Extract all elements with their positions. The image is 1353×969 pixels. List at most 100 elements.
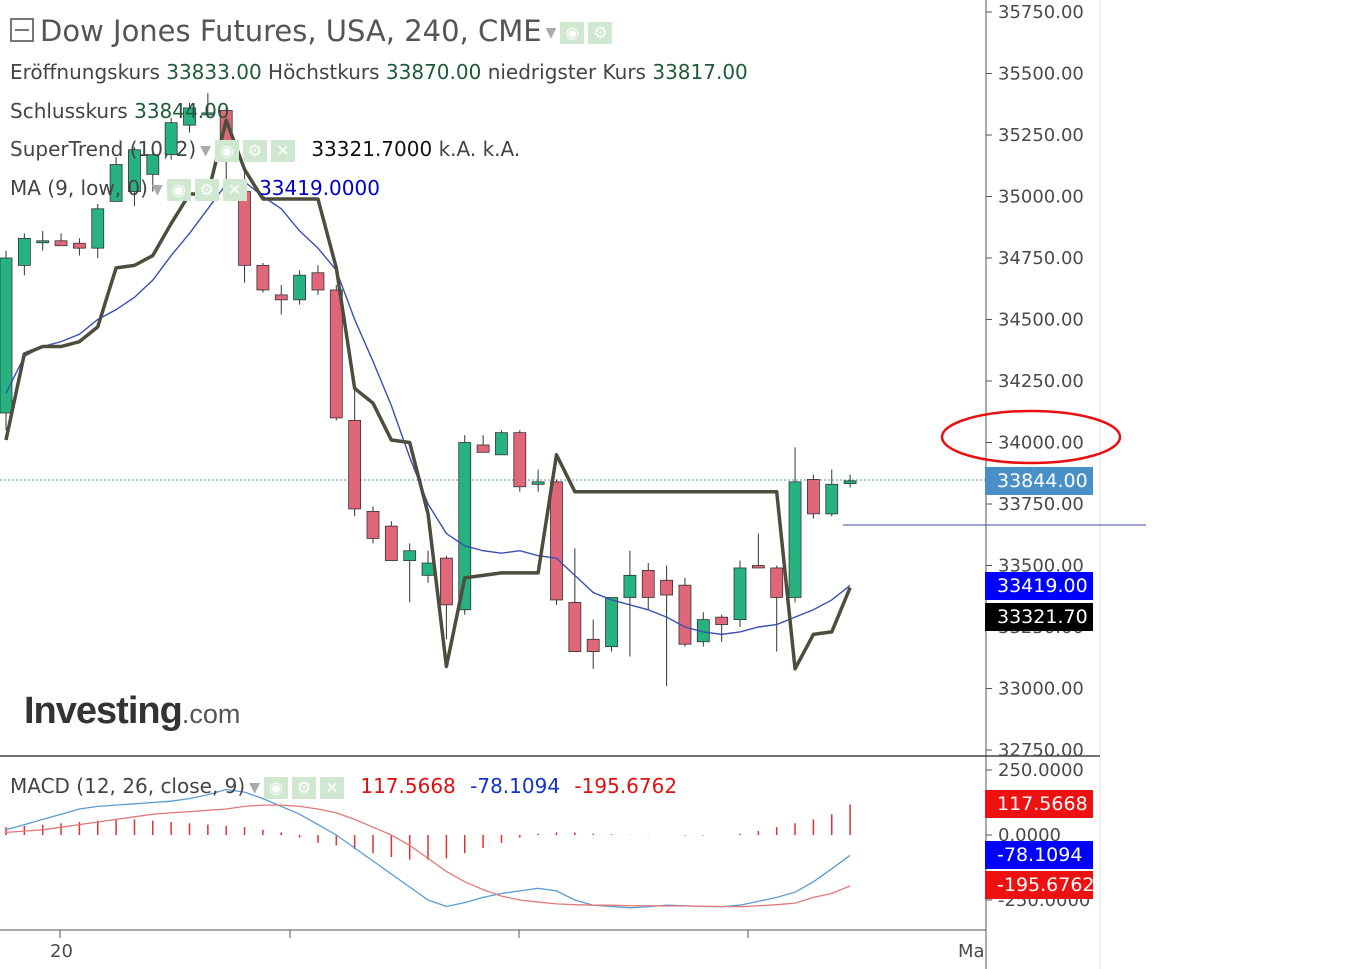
macd-hist-value: 117.5668: [360, 774, 456, 798]
candle-body: [348, 419, 362, 510]
candle[interactable]: [36, 230, 50, 251]
candle[interactable]: [476, 435, 490, 453]
candle[interactable]: [568, 548, 582, 653]
gear-icon[interactable]: ⚙: [242, 139, 267, 162]
close-icon[interactable]: ✕: [222, 178, 247, 201]
candle[interactable]: [366, 506, 380, 544]
candle-body: [54, 240, 68, 247]
candle-body: [73, 242, 86, 249]
candle[interactable]: [843, 474, 857, 488]
candle[interactable]: [293, 270, 307, 305]
candle[interactable]: [770, 565, 784, 652]
candle[interactable]: [329, 285, 343, 421]
visibility-icon[interactable]: ◉: [214, 139, 239, 162]
visibility-icon[interactable]: ◉: [166, 178, 191, 201]
ma-value: 33419.0000: [259, 176, 380, 200]
candle[interactable]: [348, 385, 362, 517]
y-tick-label: 34000.00: [998, 433, 1084, 454]
gear-icon[interactable]: ⚙: [588, 22, 613, 44]
candle[interactable]: [696, 612, 710, 647]
candle[interactable]: [678, 577, 692, 647]
candle-body: [825, 483, 839, 515]
ma-legend[interactable]: MA (9, low, 0) ▼ ◉ ⚙ ✕ 33419.0000: [10, 176, 380, 201]
candle-body: [146, 154, 160, 175]
candle-body: [17, 237, 31, 266]
candle[interactable]: [109, 157, 123, 202]
chevron-down-icon[interactable]: ▼: [151, 181, 163, 198]
candle[interactable]: [605, 597, 618, 652]
candle-body: [641, 570, 655, 598]
gear-icon[interactable]: ⚙: [291, 776, 316, 799]
y-tick-label: 35000.00: [998, 187, 1084, 208]
supertrend-legend[interactable]: SuperTrend (10, 2) ▼ ◉ ⚙ ✕ 33321.7000 k.A. k…: [10, 137, 520, 162]
gear-icon[interactable]: ⚙: [194, 178, 219, 201]
visibility-icon[interactable]: ◉: [263, 776, 288, 799]
candle[interactable]: [384, 521, 398, 561]
macd-signal-line[interactable]: [5, 804, 851, 908]
supertrend-line[interactable]: [4, 118, 852, 671]
candle-body: [623, 574, 637, 598]
macd-legend[interactable]: MACD (12, 26, close, 9) ▼ ◉ ⚙ ✕ 117.5668 -78…: [10, 774, 677, 799]
chevron-down-icon[interactable]: ▼: [200, 142, 211, 159]
candle[interactable]: [146, 152, 160, 192]
chart-title: Dow Jones Futures, USA, 240, CME ▼ ◉ ⚙: [10, 14, 613, 48]
candle[interactable]: [733, 560, 747, 627]
annotation-ellipse[interactable]: [940, 409, 1122, 465]
candle-body: [0, 257, 13, 414]
candle[interactable]: [201, 93, 215, 118]
candle[interactable]: [495, 430, 508, 456]
candle[interactable]: [128, 147, 141, 207]
candle-body: [36, 240, 50, 244]
candle[interactable]: [586, 619, 600, 669]
close-icon[interactable]: ✕: [319, 776, 344, 799]
close-icon[interactable]: ✕: [270, 139, 295, 162]
candle-body: [238, 191, 251, 266]
candle[interactable]: [421, 550, 435, 583]
candle[interactable]: [274, 285, 288, 315]
ma-price-tag: 33419.00: [985, 572, 1093, 600]
candle[interactable]: [458, 435, 472, 615]
candle[interactable]: [623, 550, 637, 657]
candle[interactable]: [715, 614, 729, 642]
candle-body: [495, 432, 508, 456]
chevron-down-icon[interactable]: ▼: [249, 779, 260, 796]
candle-body: [403, 550, 417, 561]
candle[interactable]: [0, 250, 13, 431]
candle[interactable]: [54, 233, 68, 247]
visibility-icon[interactable]: ◉: [560, 22, 585, 44]
candle[interactable]: [164, 117, 178, 160]
candle[interactable]: [17, 233, 31, 276]
candle-body: [660, 579, 673, 596]
candle[interactable]: [788, 447, 802, 603]
candle[interactable]: [183, 103, 196, 133]
chevron-down-icon[interactable]: ▼: [545, 25, 557, 41]
macd-tick-label: 0.0000: [998, 825, 1061, 846]
candle-body: [550, 481, 563, 601]
candle[interactable]: [807, 474, 820, 519]
x-tick-label: Ma: [958, 941, 985, 962]
candle[interactable]: [550, 479, 563, 605]
candle[interactable]: [91, 203, 105, 258]
candle[interactable]: [403, 543, 417, 603]
close-legend: Schlusskurs 33844.00: [10, 99, 230, 123]
candle[interactable]: [531, 469, 545, 492]
candle[interactable]: [660, 565, 673, 687]
candle-body: [311, 272, 325, 291]
candle[interactable]: [825, 469, 839, 517]
candle[interactable]: [513, 430, 527, 492]
candle[interactable]: [73, 238, 86, 256]
candle[interactable]: [256, 262, 270, 293]
candle[interactable]: [751, 533, 765, 569]
candle-body: [715, 616, 729, 625]
open-label: Eröffnungskurs: [10, 60, 160, 84]
y-tick-label: 33750.00: [998, 494, 1084, 515]
candle[interactable]: [311, 265, 325, 295]
close-label: Schlusskurs: [10, 99, 128, 123]
collapse-icon[interactable]: [10, 18, 34, 42]
candle-body: [843, 480, 857, 484]
candle-body: [568, 602, 582, 653]
ma-line[interactable]: [5, 181, 851, 636]
candle[interactable]: [439, 555, 453, 640]
candle[interactable]: [641, 563, 655, 610]
